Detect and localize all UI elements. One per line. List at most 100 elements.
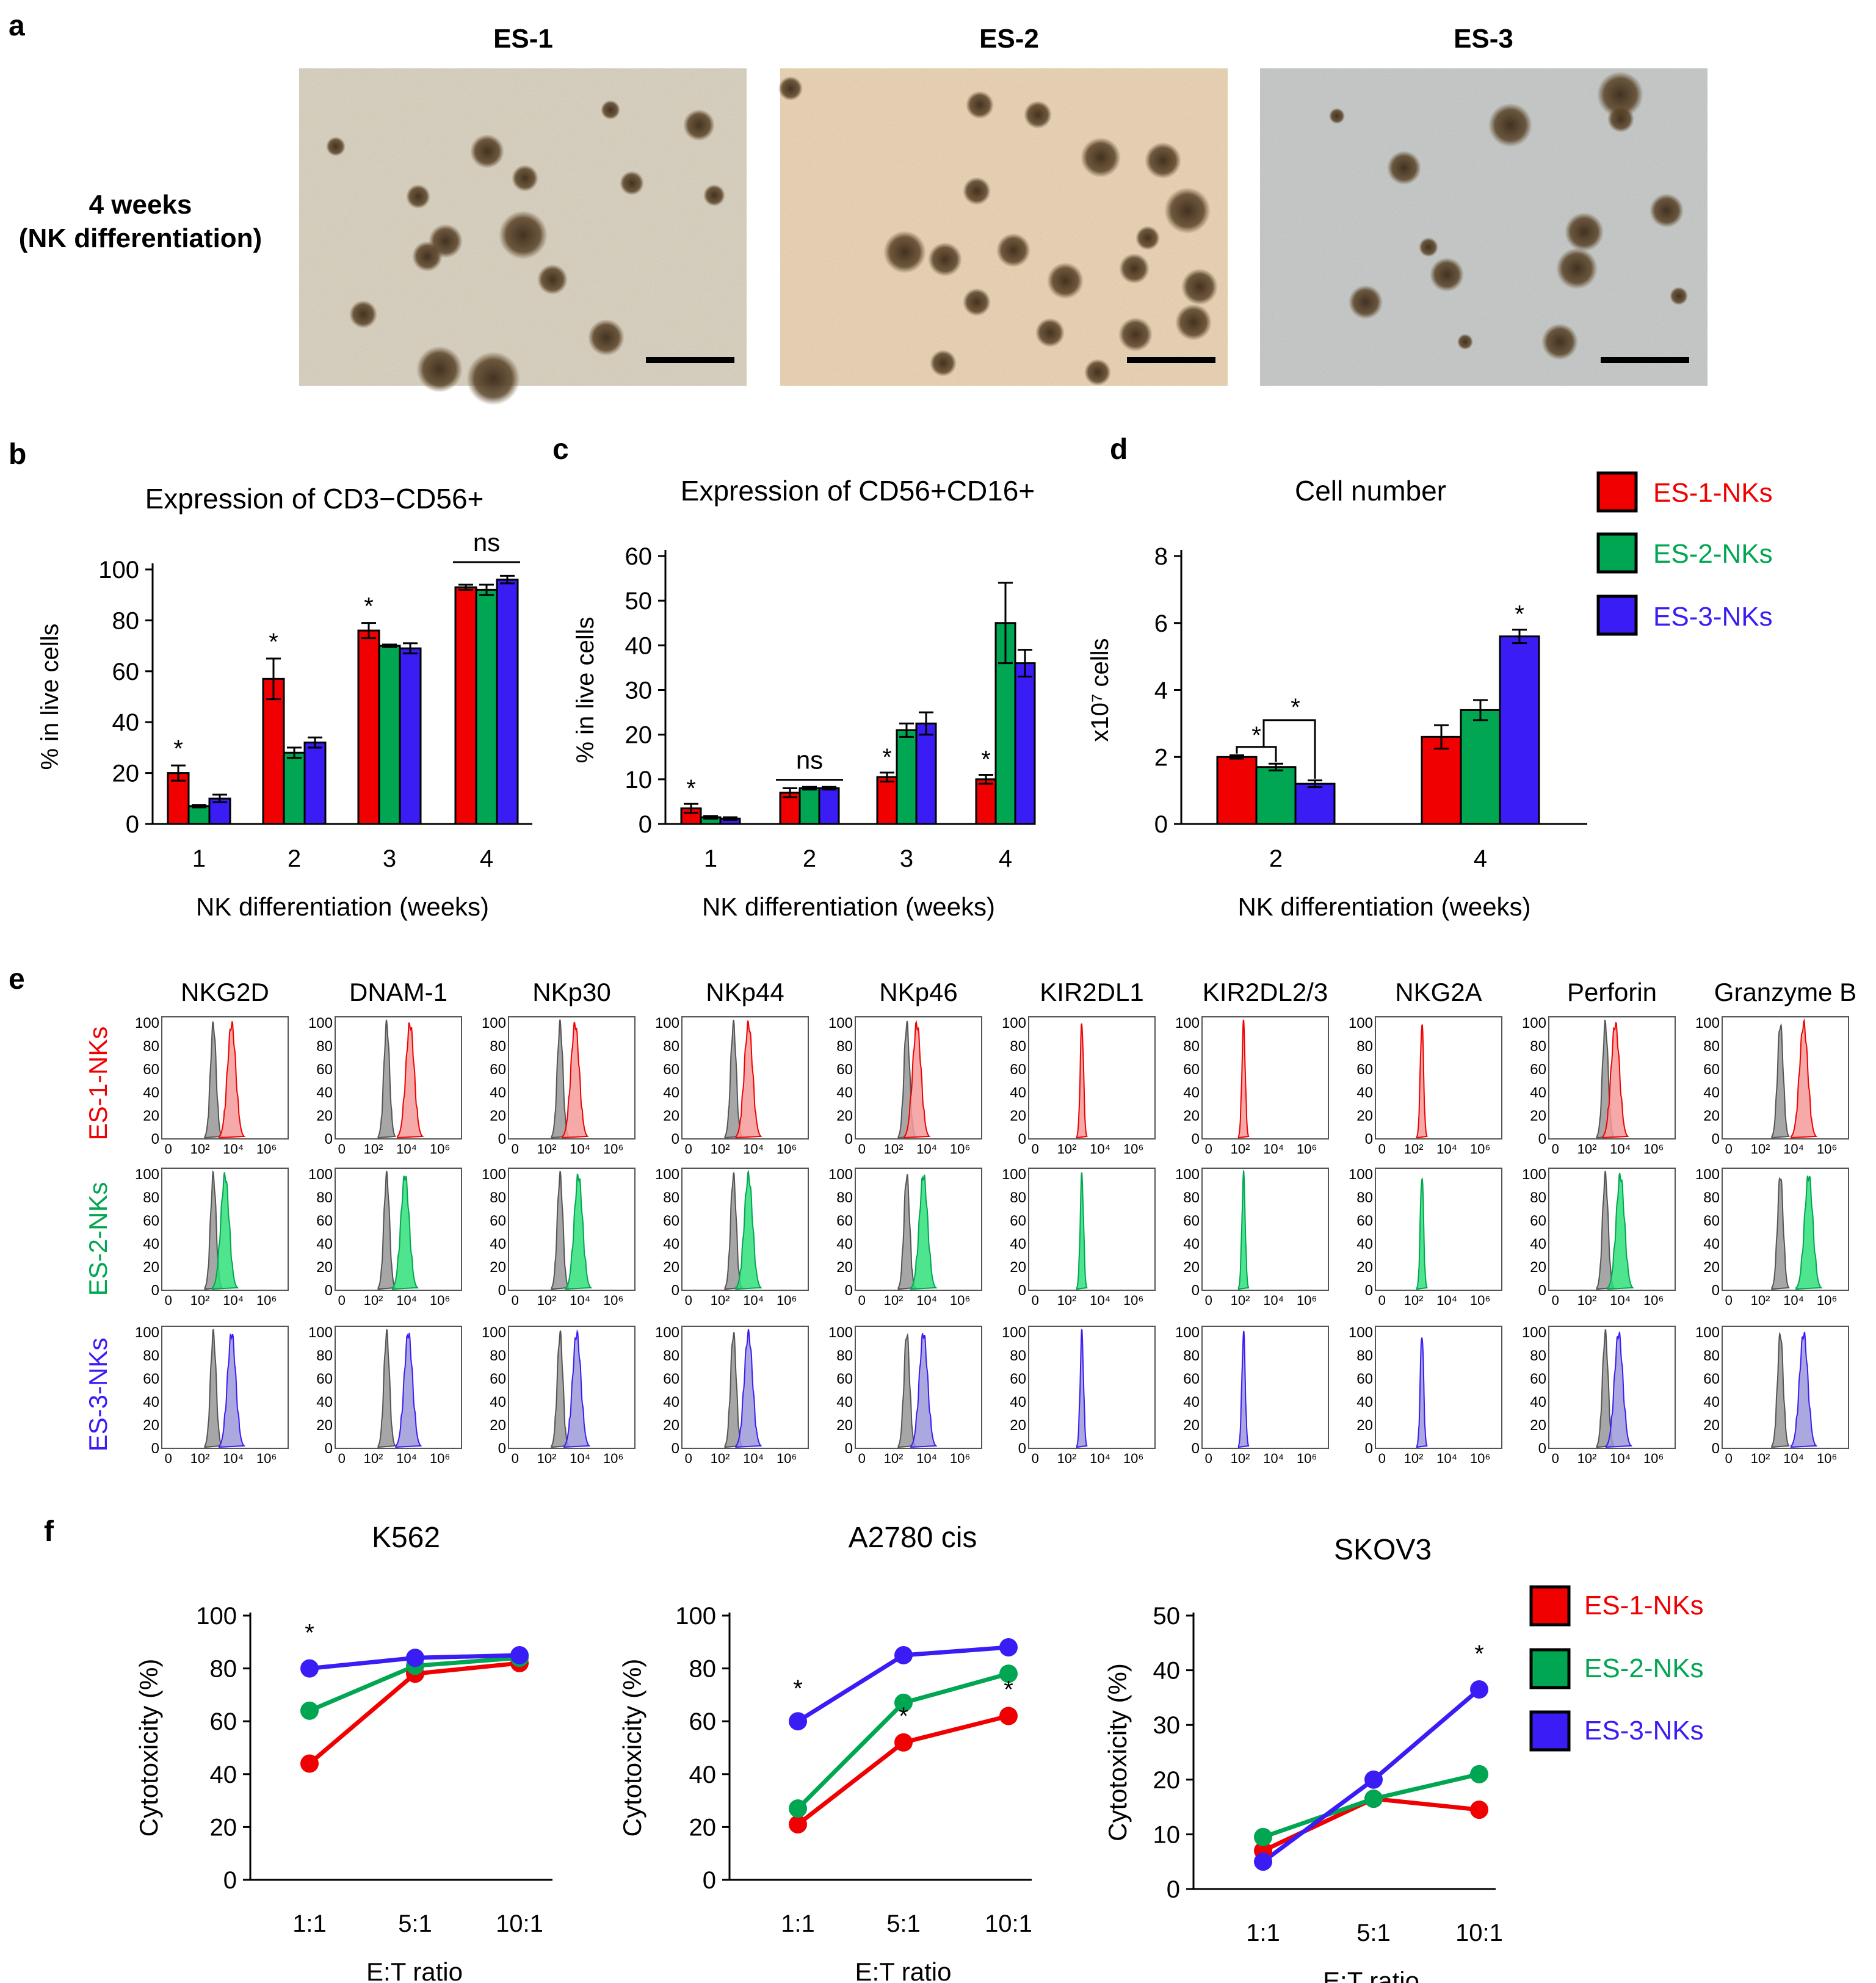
row-label: ES-3-NKs [84, 1338, 112, 1452]
y-tick-label: 40 [490, 1236, 506, 1252]
legend-swatch-es3 [1529, 1710, 1571, 1752]
y-tick-label: 100 [655, 1324, 679, 1341]
y-tick-label: 20 [143, 1108, 159, 1124]
y-tick-label: 20 [625, 722, 653, 749]
data-point-es-2-nks [789, 1799, 807, 1818]
x-tick-label: 10⁴ [223, 1293, 244, 1308]
y-tick-label: 40 [1153, 1658, 1181, 1685]
chart-title: Expression of CD56+CD16+ [681, 475, 1035, 507]
data-point-es-2-nks [300, 1701, 319, 1720]
colony-spot [1607, 106, 1634, 132]
y-tick-label: 40 [663, 1085, 679, 1101]
y-tick-label: 80 [112, 607, 140, 634]
colony-spot [963, 177, 991, 205]
data-point-es-3-nks [1364, 1770, 1383, 1789]
histogram-cell: 0 20 40 60 80 100 0 10² 10⁴ 10⁶ [1522, 1324, 1676, 1466]
sample-histogram [1795, 1176, 1823, 1290]
x-tick-label: 0 [512, 1293, 519, 1308]
x-tick-label: 0 [858, 1141, 866, 1157]
significance-star: * [1291, 694, 1300, 721]
colony-spot [1457, 334, 1473, 350]
y-tick-label: 80 [1183, 1038, 1200, 1055]
y-tick-label: 40 [1703, 1394, 1720, 1410]
y-tick-label: 20 [1530, 1259, 1546, 1276]
y-tick-label: 20 [1703, 1108, 1720, 1124]
legend-label-es3: ES-3-NKs [1653, 602, 1773, 632]
legend-label-es2: ES-2-NKs [1653, 539, 1773, 569]
y-tick-label: 0 [703, 1867, 716, 1894]
y-tick-label: 100 [1695, 1324, 1720, 1341]
bar-es-1-nks [454, 586, 477, 825]
x-tick-label: 10² [1577, 1451, 1597, 1466]
y-tick-label: 100 [1349, 1015, 1373, 1031]
bar-es-2-nks [378, 645, 401, 825]
significance-star: * [173, 735, 183, 762]
marker-title: NKp44 [706, 978, 784, 1006]
colony-spot [412, 241, 443, 272]
x-tick-label: 10⁶ [256, 1293, 277, 1308]
y-tick-label: 100 [1522, 1166, 1546, 1183]
x-axis-label: NK differentiation (weeks) [196, 892, 489, 921]
sample-histogram [562, 1022, 589, 1139]
sample-histogram [1605, 1331, 1633, 1448]
x-axis-label: E:T ratio [855, 1957, 952, 1983]
x-tick-label: 10⁴ [743, 1451, 764, 1466]
y-tick-label: 80 [1010, 1190, 1026, 1206]
histogram-frame [1028, 1326, 1156, 1449]
y-tick-label: 0 [845, 1440, 853, 1457]
micrograph-es3: ES-3 [1260, 24, 1708, 386]
data-point-es-1-nks [300, 1754, 319, 1773]
y-tick-label: 20 [210, 1814, 237, 1841]
x-tick-label: 10:1 [1455, 1920, 1503, 1946]
x-tick-label: 10² [1577, 1141, 1597, 1157]
bar-es-1-nks [262, 677, 285, 825]
x-tick-label: 10⁴ [1090, 1451, 1110, 1466]
x-tick-label: 5:1 [398, 1910, 432, 1937]
x-tick-label: 10⁶ [256, 1141, 277, 1157]
y-tick-label: 40 [316, 1085, 333, 1101]
colony-spot [1430, 258, 1464, 292]
y-tick-label: 60 [1530, 1371, 1546, 1387]
y-tick-label: 100 [655, 1015, 679, 1031]
y-tick-label: 20 [143, 1259, 159, 1276]
y-tick-label: 40 [1703, 1085, 1720, 1101]
y-tick-label: 100 [482, 1015, 506, 1031]
y-tick-label: 40 [143, 1085, 159, 1101]
x-tick-label: 10⁴ [1436, 1451, 1457, 1466]
micrograph-grain [1260, 68, 1708, 386]
y-tick-label: 0 [1365, 1131, 1373, 1147]
x-tick-label: 10² [1751, 1141, 1770, 1157]
y-tick-label: 60 [490, 1371, 506, 1387]
x-tick-label: 10² [1751, 1293, 1770, 1308]
marker-title: KIR2DL1 [1040, 978, 1143, 1006]
bar-es-2-nks [896, 729, 918, 825]
x-tick-label: 10⁴ [916, 1451, 937, 1466]
y-tick-label: 2 [1154, 744, 1168, 771]
bar-es-2-nks [475, 588, 498, 825]
bar-es-3-nks [915, 722, 937, 825]
y-tick-label: 20 [1010, 1259, 1026, 1276]
y-tick-label: 60 [490, 1213, 506, 1229]
colony-spot [512, 165, 538, 192]
x-tick-label: 10² [1231, 1293, 1250, 1308]
marker-title: NKp30 [532, 978, 610, 1006]
legend-swatch-es2 [1596, 532, 1638, 574]
x-tick-label: 10² [1057, 1141, 1077, 1157]
x-tick-label: 10⁴ [743, 1141, 764, 1157]
x-tick-label: 0 [338, 1141, 346, 1157]
sample-histogram [397, 1022, 424, 1139]
y-tick-label: 60 [836, 1213, 853, 1229]
x-tick-label: 10⁶ [777, 1293, 797, 1308]
y-tick-label: 40 [1530, 1236, 1546, 1252]
y-tick-label: 20 [490, 1259, 506, 1276]
colony-spot [1181, 269, 1218, 305]
x-tick-label: 10⁶ [1123, 1141, 1144, 1157]
y-tick-label: 40 [316, 1394, 333, 1410]
y-tick-label: 80 [490, 1348, 506, 1364]
y-tick-label: 80 [316, 1348, 333, 1364]
legend-label-es2: ES-2-NKs [1584, 1653, 1704, 1683]
y-tick-label: 50 [625, 588, 653, 615]
isotype-histogram [377, 1329, 397, 1448]
legend-label-es1: ES-1-NKs [1653, 478, 1773, 508]
sample-histogram [735, 1329, 762, 1448]
